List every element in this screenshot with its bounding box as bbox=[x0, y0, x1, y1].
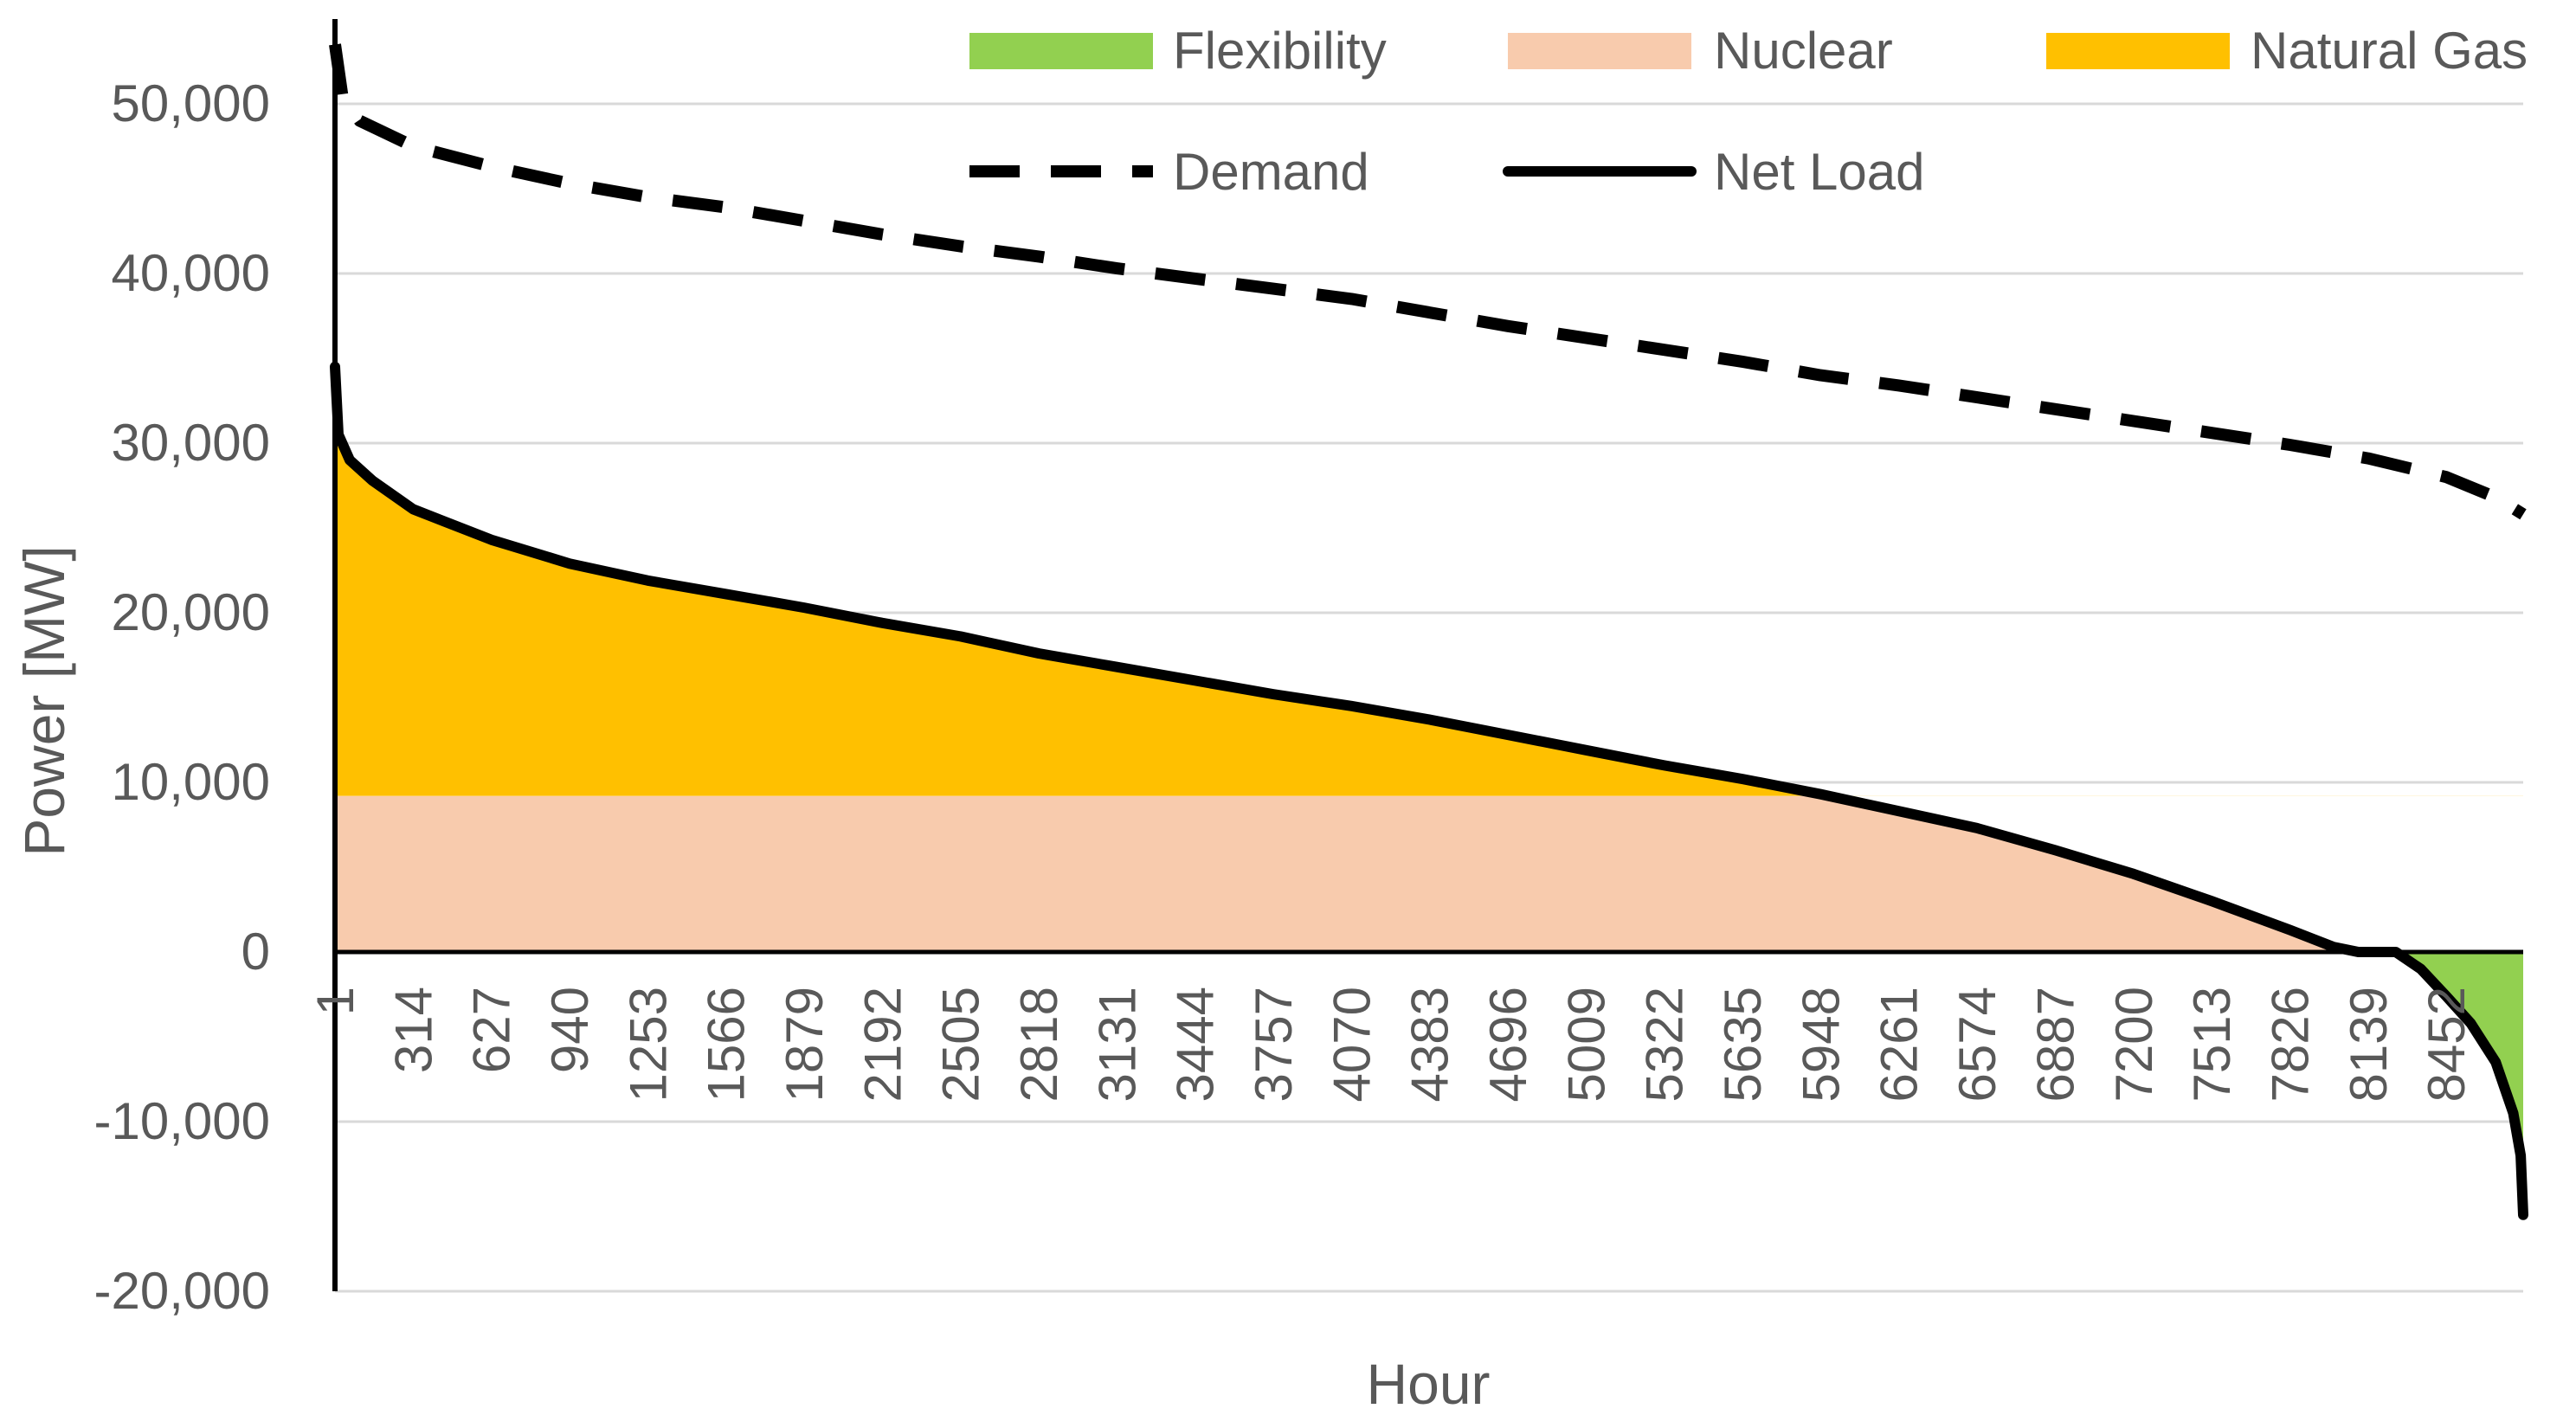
x-tick-label: 314 bbox=[384, 987, 442, 1073]
legend-swatch-flexibility bbox=[969, 33, 1153, 69]
legend-label-flexibility: Flexibility bbox=[1173, 22, 1387, 80]
x-tick-label: 6574 bbox=[1948, 987, 2006, 1102]
legend-swatch-natural-gas bbox=[2046, 33, 2230, 69]
x-tick-label: 1879 bbox=[776, 987, 834, 1102]
x-tick-label: 1566 bbox=[698, 987, 756, 1102]
legend-swatch-nuclear bbox=[1508, 33, 1691, 69]
x-tick-label: 940 bbox=[541, 987, 599, 1073]
x-tick-label: 1253 bbox=[619, 987, 677, 1102]
x-tick-label: 7513 bbox=[2183, 987, 2241, 1102]
x-tick-label: 2505 bbox=[932, 987, 990, 1102]
x-tick-label: 4696 bbox=[1479, 987, 1537, 1102]
y-tick-label: 0 bbox=[242, 923, 270, 981]
x-tick-label: 3444 bbox=[1167, 987, 1225, 1102]
x-tick-label: 5635 bbox=[1714, 987, 1772, 1102]
x-tick-label: 8452 bbox=[2418, 987, 2476, 1102]
x-tick-label: 5322 bbox=[1636, 987, 1694, 1102]
x-tick-label: 4070 bbox=[1323, 987, 1381, 1102]
x-tick-label: 6887 bbox=[2026, 987, 2084, 1102]
x-tick-labels: 1 314 627 940 1253 1566 1879 2192 2505 2818 3131 34… bbox=[306, 987, 2476, 1102]
x-tick-label: 7826 bbox=[2261, 987, 2319, 1102]
y-tick-label: -20,000 bbox=[94, 1262, 271, 1320]
net-load-line bbox=[330, 361, 2528, 1220]
x-axis-title: Hour bbox=[1366, 1352, 1490, 1416]
legend-label-nuclear: Nuclear bbox=[1714, 22, 1893, 80]
x-tick-label: 3757 bbox=[1245, 987, 1303, 1102]
legend: Flexibility Nuclear Natural Gas Demand Net L… bbox=[969, 22, 2528, 201]
x-tick-label: 6261 bbox=[1871, 987, 1929, 1102]
legend-label-natural-gas: Natural Gas bbox=[2251, 22, 2528, 80]
y-axis-title: Power [MW] bbox=[12, 545, 76, 856]
x-tick-label: 1 bbox=[306, 987, 364, 1015]
y-tick-label: -10,000 bbox=[94, 1092, 271, 1150]
x-tick-label: 7200 bbox=[2105, 987, 2163, 1102]
area-fills bbox=[335, 366, 2523, 1215]
legend-label-net-load: Net Load bbox=[1714, 143, 1925, 201]
x-tick-label: 5948 bbox=[1792, 987, 1850, 1102]
x-tick-label: 5009 bbox=[1557, 987, 1615, 1102]
x-tick-label: 2192 bbox=[853, 987, 911, 1102]
y-tick-label: 50,000 bbox=[111, 74, 270, 132]
x-tick-label: 4383 bbox=[1401, 987, 1459, 1102]
y-tick-label: 40,000 bbox=[111, 244, 270, 302]
y-tick-labels: -20,000 -10,000 0 10,000 20,000 30,000 40,000 5… bbox=[94, 74, 271, 1320]
series-lines bbox=[329, 43, 2528, 1220]
y-tick-label: 10,000 bbox=[111, 753, 270, 811]
natural-gas-area bbox=[335, 366, 2523, 796]
y-tick-label: 20,000 bbox=[111, 583, 270, 641]
x-tick-label: 8139 bbox=[2340, 987, 2398, 1102]
x-tick-label: 3131 bbox=[1088, 987, 1146, 1102]
nuclear-area bbox=[335, 795, 2523, 952]
y-tick-label: 30,000 bbox=[111, 414, 270, 472]
x-tick-label: 2818 bbox=[1010, 987, 1068, 1102]
legend-label-demand: Demand bbox=[1173, 143, 1369, 201]
x-tick-label: 627 bbox=[463, 987, 521, 1073]
